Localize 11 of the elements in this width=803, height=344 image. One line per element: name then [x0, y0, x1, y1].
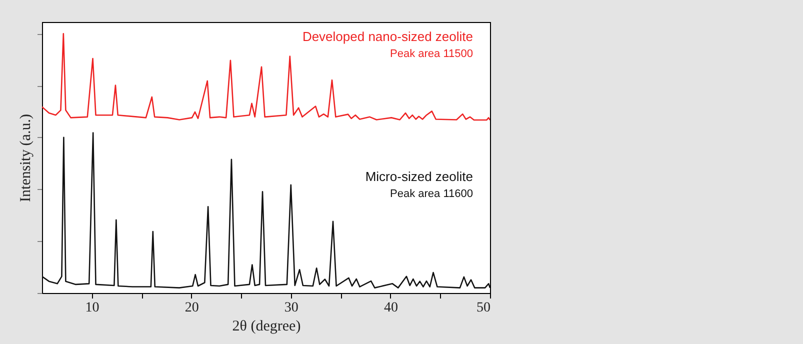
series-label: Developed nano-sized zeolite — [302, 29, 473, 44]
y-axis-title: Intensity (a.u.) — [18, 114, 34, 202]
x-tick-label: 30 — [284, 300, 298, 316]
x-axis-title: 2θ (degree) — [232, 318, 301, 334]
annotation: Peak area 11600 — [390, 188, 473, 200]
x-tick-label: 10 — [85, 300, 100, 316]
x-tick-label: 20 — [184, 300, 199, 316]
text: Micro-sized zeolite — [365, 169, 473, 184]
x-tick-label: 40 — [384, 300, 398, 316]
x-tick-label: 50 — [476, 300, 490, 316]
annotation: Peak area 11500 — [390, 48, 473, 60]
